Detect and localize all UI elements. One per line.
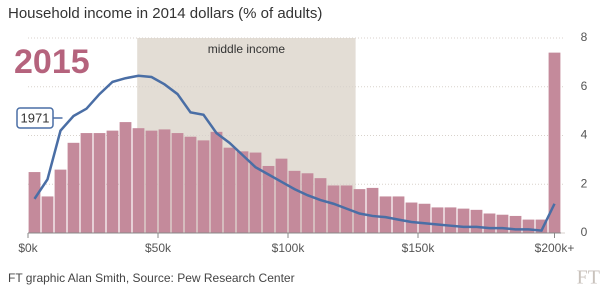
bar (184, 136, 197, 233)
bar (197, 140, 210, 233)
x-tick-label: $100k (272, 241, 306, 255)
bar (535, 219, 548, 233)
bar (223, 147, 236, 233)
bar (392, 196, 405, 233)
bar (470, 209, 483, 233)
y-tick-label: 6 (581, 79, 588, 93)
bar (457, 208, 470, 233)
bar (431, 207, 444, 233)
label-box (16, 107, 54, 129)
bar (444, 207, 457, 233)
x-tick-label: $50k (145, 241, 172, 255)
y-tick-label: 4 (581, 128, 588, 142)
y-tick-label: 8 (581, 30, 588, 44)
bar (132, 128, 145, 233)
bar (405, 202, 418, 233)
x-tick-label: $0k (18, 241, 38, 255)
x-tick-label: $150k (402, 241, 436, 255)
band-label: middle income (208, 42, 286, 56)
bar (418, 203, 431, 233)
bar (119, 122, 132, 233)
bar (28, 172, 41, 233)
bar (171, 133, 184, 233)
bar (548, 52, 561, 233)
bar (288, 170, 301, 233)
bar (236, 151, 249, 233)
bar (106, 130, 119, 233)
bar (483, 213, 496, 233)
y-tick-label: 2 (581, 176, 588, 190)
bar (301, 173, 314, 233)
series-label: 1971 (21, 110, 50, 125)
chart-title: Household income in 2014 dollars (% of a… (8, 5, 322, 22)
bar (145, 130, 158, 233)
y-tick-label: 0 (581, 225, 588, 239)
line (33, 74, 556, 232)
bar (275, 158, 288, 233)
bar (158, 129, 171, 233)
bar (80, 133, 93, 233)
bar (262, 165, 275, 233)
bar (496, 214, 509, 233)
bar (93, 133, 106, 233)
bar (67, 142, 80, 233)
bar (379, 196, 392, 233)
bar (249, 152, 262, 233)
series-label: 2015 (14, 43, 90, 81)
bar (366, 187, 379, 233)
bar (54, 169, 67, 233)
bar (327, 185, 340, 233)
bar (210, 131, 223, 233)
x-tick-label: $200k+ (535, 241, 575, 255)
source: FT graphic Alan Smith, Source: Pew Resea… (8, 271, 295, 285)
bar (509, 215, 522, 233)
bar (41, 196, 54, 233)
bar (353, 189, 366, 233)
logo: FT (577, 267, 600, 289)
bar (314, 178, 327, 233)
bar (522, 219, 535, 233)
